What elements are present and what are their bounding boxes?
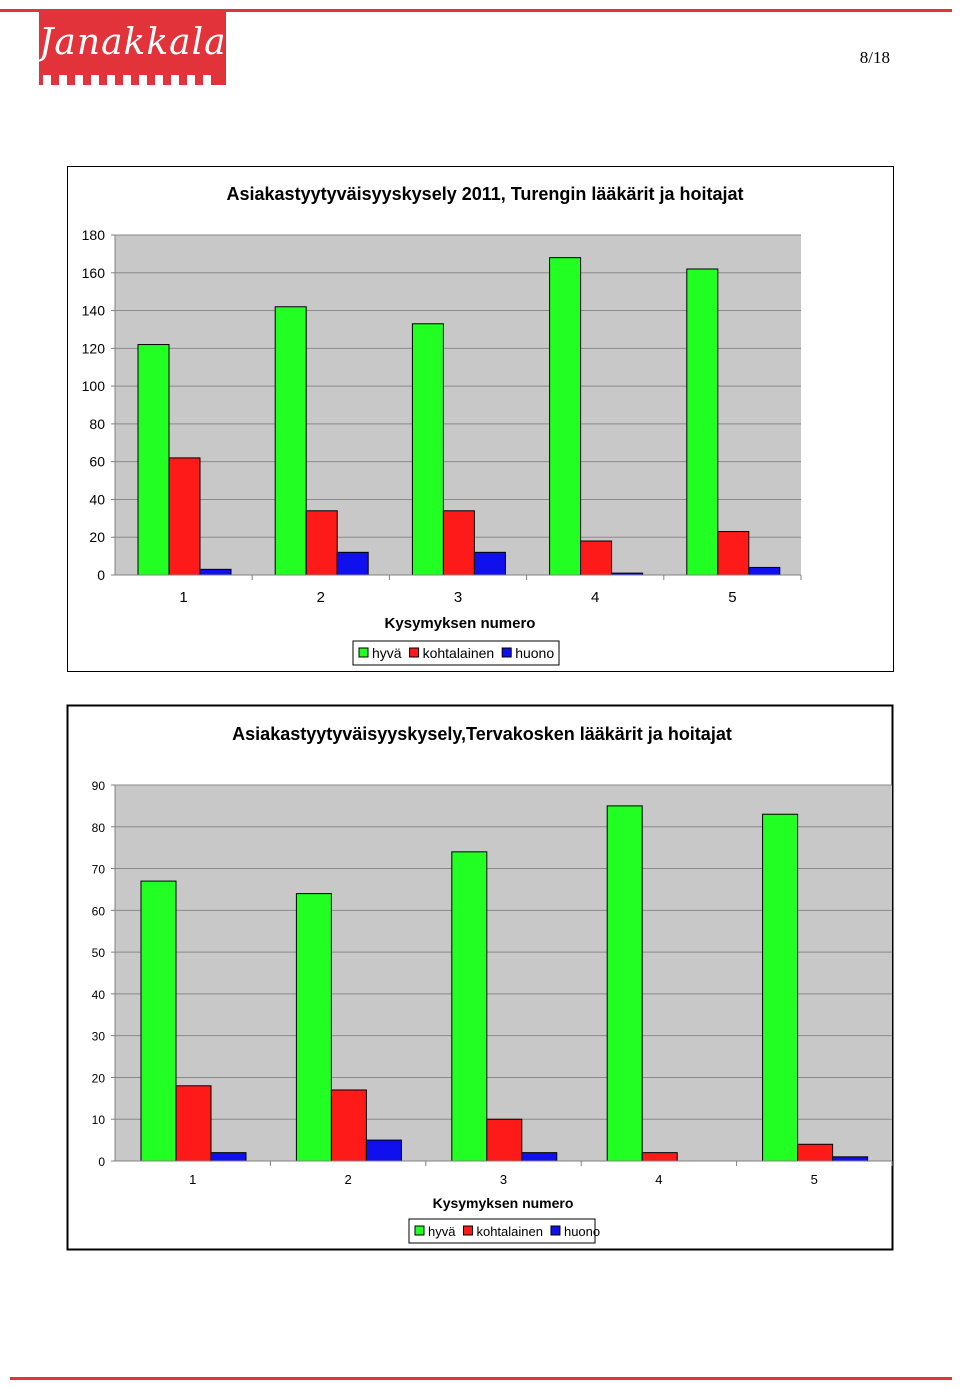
bar-kohtalainen-5 — [717, 531, 750, 576]
legend-label: kohtalainen — [476, 1224, 543, 1239]
y-tick-label: 180 — [82, 227, 106, 243]
bar-kohtalainen-1 — [175, 1085, 212, 1162]
y-tick-label: 80 — [92, 821, 106, 835]
x-axis-label: Kysymyksen numero — [433, 1195, 574, 1211]
bar-huono-3 — [521, 1152, 558, 1162]
x-tick-label: 5 — [811, 1172, 818, 1187]
bar-huono-1 — [199, 568, 232, 576]
y-tick-label: 20 — [89, 529, 105, 545]
bar-hyv-3 — [411, 323, 444, 576]
x-tick-label: 2 — [344, 1172, 351, 1187]
x-axis-label: Kysymyksen numero — [385, 615, 536, 632]
bar-huono-2 — [365, 1139, 402, 1162]
page-number: 8/18 — [859, 48, 890, 67]
y-tick-label: 40 — [89, 491, 105, 507]
header-rule — [0, 9, 952, 12]
y-tick-label: 0 — [97, 567, 105, 583]
legend-swatch — [501, 647, 512, 658]
legend-label: hyvä — [428, 1224, 456, 1239]
legend-swatch — [462, 1225, 473, 1236]
legend-box — [352, 640, 560, 666]
bar-huono-1 — [210, 1152, 247, 1162]
bar-hyv-4 — [549, 257, 582, 576]
bar-kohtalainen-3 — [486, 1118, 523, 1162]
legend-label: kohtalainen — [423, 645, 495, 661]
bar-huono-5 — [748, 566, 781, 576]
bar-hyv-2 — [295, 893, 332, 1162]
chart-turenki: Asiakastyytyväisyyskysely 2011, Turengin… — [67, 166, 894, 672]
y-tick-label: 160 — [82, 265, 106, 281]
y-tick-label: 90 — [92, 779, 106, 793]
x-tick-label: 3 — [500, 1172, 507, 1187]
bar-hyv-1 — [137, 344, 170, 576]
y-tick-label: 0 — [98, 1155, 105, 1169]
legend-swatch — [550, 1225, 561, 1236]
chart-title: Asiakastyytyväisyyskysely 2011, Turengin… — [227, 184, 744, 204]
y-tick-label: 140 — [82, 303, 106, 319]
x-tick-label: 4 — [591, 589, 599, 606]
footer-rule — [10, 1377, 952, 1380]
x-tick-label: 5 — [728, 589, 736, 606]
legend-label: hyvä — [372, 645, 402, 661]
janakkala-logo: Janakkala — [39, 12, 226, 85]
bar-kohtalainen-5 — [797, 1143, 834, 1162]
x-tick-label: 4 — [655, 1172, 662, 1187]
legend-swatch — [409, 647, 420, 658]
bars — [140, 805, 869, 1162]
bar-kohtalainen-2 — [330, 1089, 367, 1162]
y-tick-label: 10 — [92, 1113, 106, 1127]
y-tick-label: 80 — [89, 416, 105, 432]
logo-text: Janakkala — [39, 22, 227, 63]
bar-hyv-2 — [274, 306, 307, 576]
y-tick-label: 120 — [82, 340, 106, 356]
y-tick-label: 70 — [92, 863, 106, 877]
legend-label: huono — [564, 1224, 600, 1239]
bar-huono-3 — [473, 551, 506, 576]
x-axis-ticks: 1 2 3 4 5 — [179, 575, 802, 606]
bar-kohtalainen-2 — [305, 510, 338, 576]
x-tick-label: 1 — [189, 1172, 196, 1187]
legend-box — [408, 1218, 596, 1244]
bar-kohtalainen-4 — [580, 540, 613, 576]
legend-swatch — [414, 1225, 425, 1236]
x-tick-label: 3 — [454, 589, 462, 606]
bar-hyv-3 — [451, 851, 488, 1162]
x-tick-label: 1 — [179, 589, 187, 606]
bar-kohtalainen-3 — [442, 510, 475, 576]
legend-swatch — [358, 647, 369, 658]
legend-label: huono — [515, 645, 554, 661]
bars — [137, 257, 781, 576]
y-tick-label: 50 — [92, 946, 106, 960]
x-tick-label: 2 — [317, 589, 325, 606]
bar-huono-2 — [336, 551, 369, 576]
y-tick-label: 30 — [92, 1030, 106, 1044]
bar-kohtalainen-1 — [168, 457, 201, 576]
bar-kohtalainen-4 — [641, 1152, 678, 1162]
bar-huono-5 — [832, 1156, 869, 1162]
y-tick-label: 20 — [92, 1071, 106, 1085]
legend: hyvä kohtalainen huono — [352, 640, 560, 666]
y-tick-label: 60 — [89, 454, 105, 470]
x-axis-ticks: 1 2 3 4 5 — [189, 1161, 893, 1187]
legend: hyvä kohtalainen huono — [408, 1218, 600, 1244]
y-tick-label: 100 — [82, 378, 106, 394]
y-tick-label: 40 — [92, 988, 106, 1002]
bar-hyv-4 — [606, 805, 643, 1162]
bar-hyv-1 — [140, 880, 177, 1162]
y-axis-ticks: 0 10 20 30 40 50 60 70 80 90 — [92, 779, 115, 1169]
logo-pattern — [43, 75, 211, 85]
bar-hyv-5 — [686, 268, 719, 576]
y-axis-ticks: 0 20 40 60 80 100 120 140 160 180 — [82, 227, 115, 583]
y-tick-label: 60 — [92, 904, 106, 918]
bar-hyv-5 — [762, 813, 799, 1162]
chart-title: Asiakastyytyväisyyskysely,Tervakosken lä… — [232, 724, 732, 744]
chart-tervakoski: Asiakastyytyväisyyskysely,Tervakosken lä… — [66, 704, 894, 1251]
